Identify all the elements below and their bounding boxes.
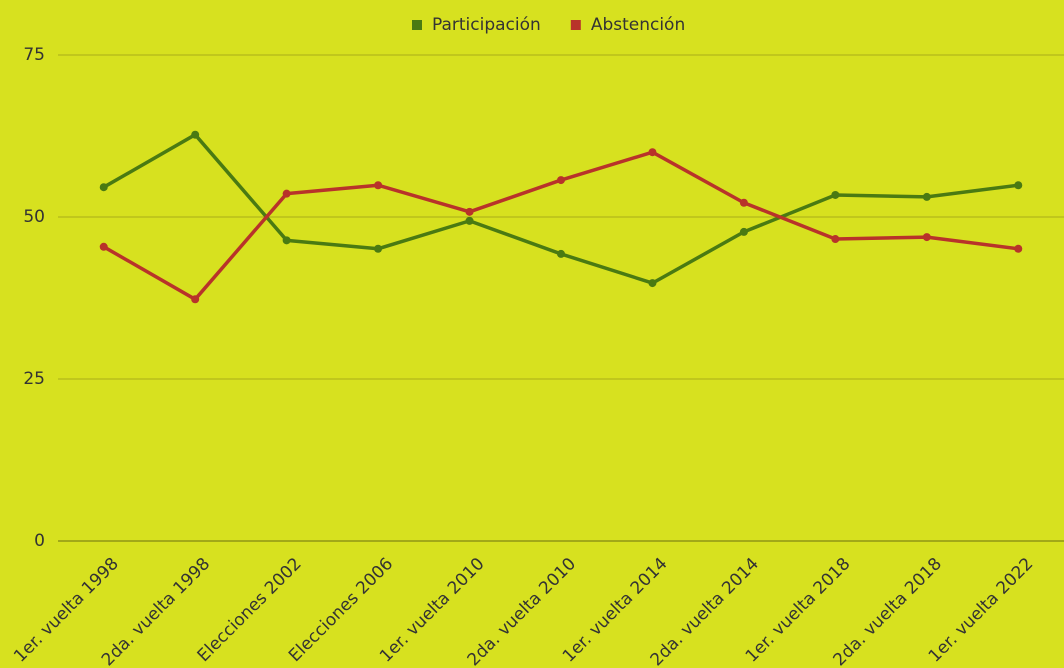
point bbox=[374, 244, 383, 253]
legend-swatch bbox=[570, 20, 581, 30]
point bbox=[648, 148, 657, 157]
legend-label: Abstención bbox=[591, 15, 685, 35]
point bbox=[374, 181, 383, 190]
y-tick-label: 25 bbox=[23, 369, 45, 389]
point bbox=[739, 227, 748, 236]
point bbox=[99, 242, 108, 251]
point bbox=[557, 176, 565, 185]
point bbox=[282, 236, 291, 245]
point bbox=[99, 183, 108, 192]
point bbox=[1014, 244, 1023, 253]
point bbox=[922, 192, 931, 201]
point bbox=[831, 190, 840, 199]
legend-swatch bbox=[412, 20, 422, 30]
point bbox=[191, 295, 200, 304]
point bbox=[465, 216, 474, 225]
point bbox=[191, 130, 200, 139]
y-tick-label: 75 bbox=[23, 45, 45, 65]
point bbox=[922, 233, 931, 242]
point bbox=[465, 207, 474, 216]
point bbox=[282, 189, 291, 198]
y-tick-label: 50 bbox=[23, 207, 45, 227]
point bbox=[557, 249, 565, 258]
point bbox=[1014, 181, 1023, 190]
y-tick-label: 0 bbox=[34, 531, 45, 551]
point bbox=[739, 198, 748, 207]
point bbox=[831, 235, 840, 244]
point bbox=[648, 279, 657, 288]
legend-label: Participación bbox=[432, 15, 541, 35]
